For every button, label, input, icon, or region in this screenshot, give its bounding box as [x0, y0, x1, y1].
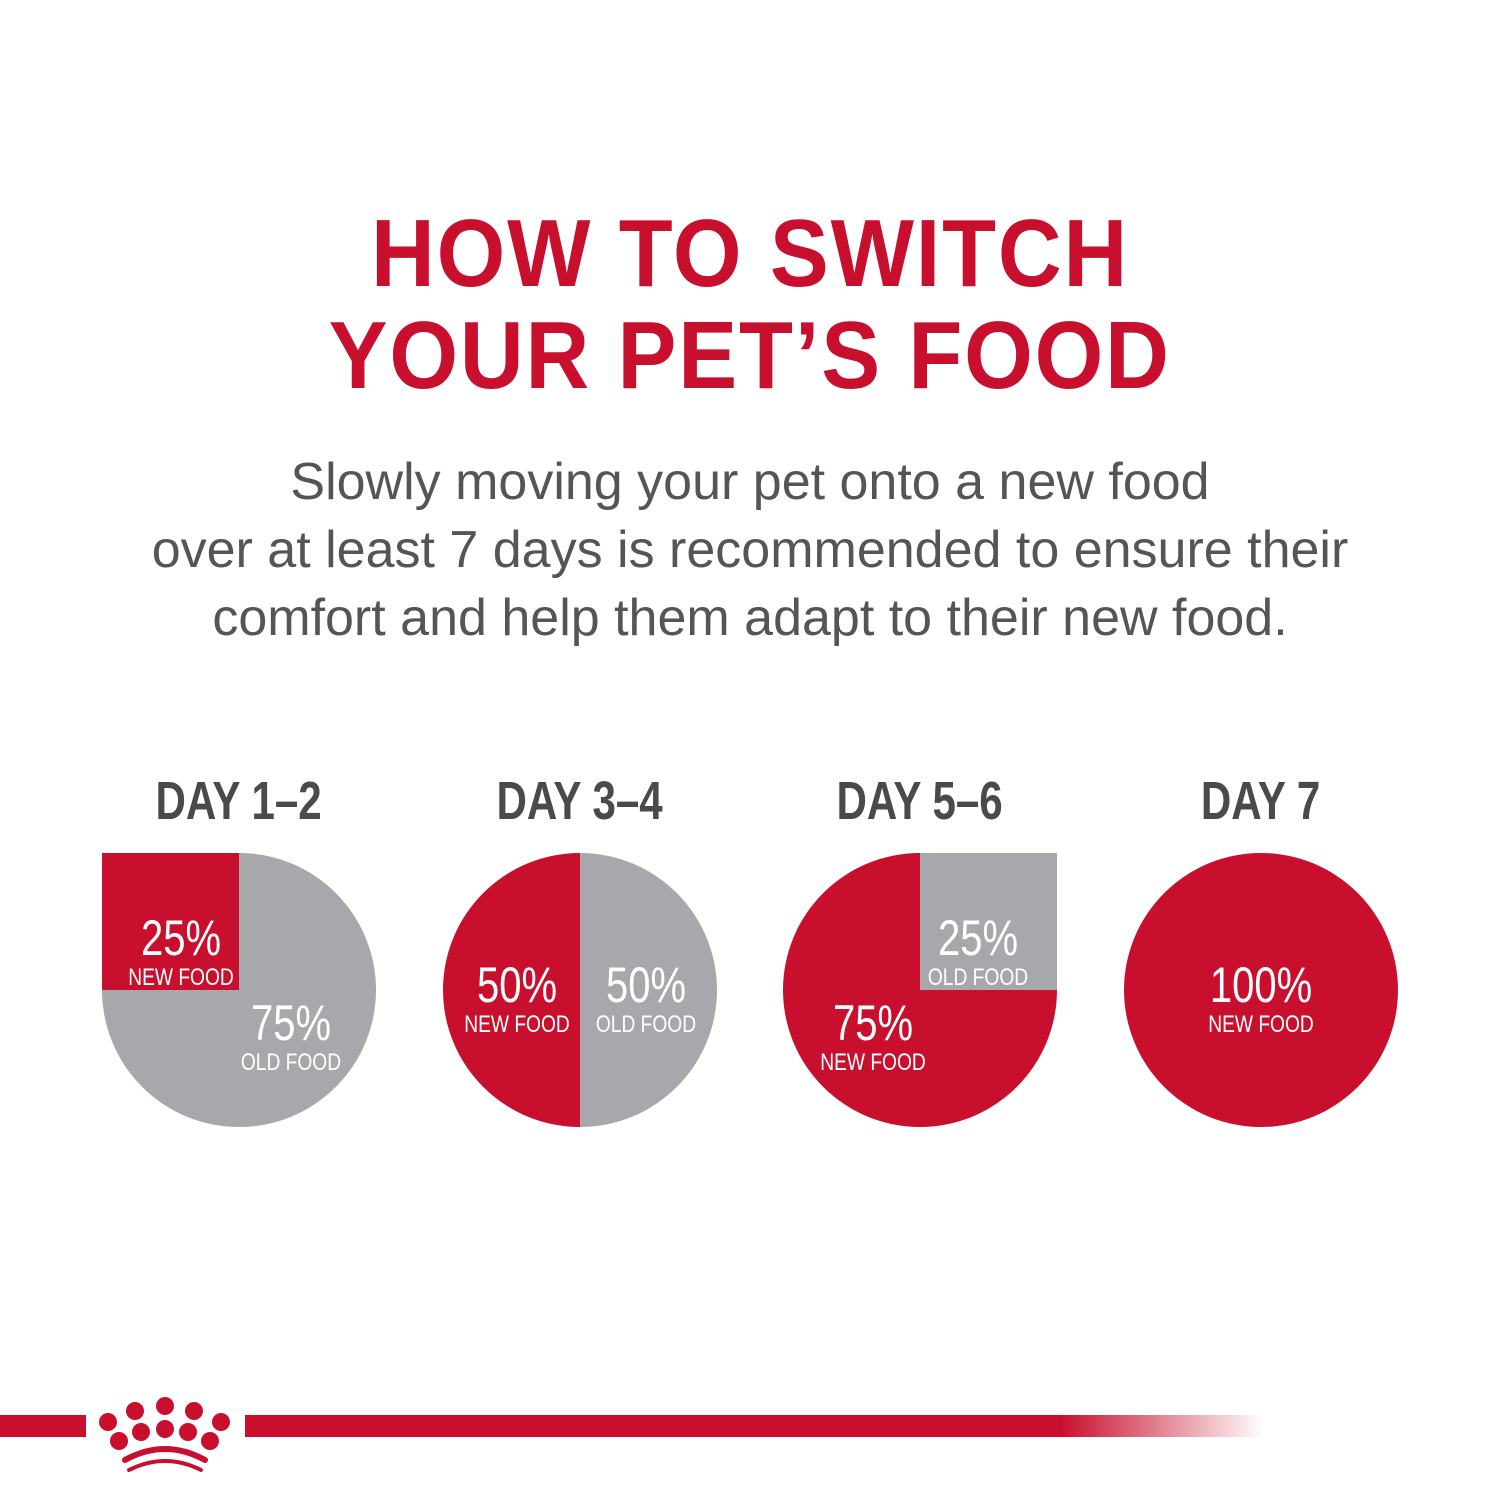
day-label: DAY 7: [1201, 771, 1321, 831]
slice-name-label: OLD FOOD: [928, 963, 1028, 991]
slice-name-label: NEW FOOD: [128, 963, 234, 991]
slice-percent-label: 25%: [141, 910, 221, 966]
brand-bar-left: [0, 1415, 86, 1437]
slice-percent-label: 75%: [833, 995, 913, 1051]
slice-percent-label: 100%: [1210, 957, 1312, 1013]
new-food-slice: [102, 853, 239, 990]
day-label: DAY 3–4: [496, 771, 664, 831]
day-label: DAY 1–2: [155, 771, 323, 831]
slice-name-label: OLD FOOD: [241, 1048, 341, 1076]
slice-percent-label: 50%: [477, 957, 557, 1013]
description-line: comfort and help them adapt to their new…: [212, 589, 1288, 647]
slice-percent-label: 50%: [606, 957, 686, 1013]
title-line-2: YOUR PET’S FOOD: [328, 302, 1172, 409]
slice-name-label: OLD FOOD: [596, 1010, 696, 1038]
description: Slowly moving your pet onto a new food o…: [0, 448, 1500, 652]
old-food-slice: [920, 853, 1057, 990]
day-label: DAY 5–6: [836, 771, 1004, 831]
description-line: Slowly moving your pet onto a new food: [290, 453, 1210, 511]
title-line-1: HOW TO SWITCH: [370, 200, 1130, 307]
brand-bar-right: [245, 1415, 1265, 1437]
slice-name-label: NEW FOOD: [464, 1010, 570, 1038]
slice-percent-label: 25%: [938, 910, 1018, 966]
description-line: over at least 7 days is recommended to e…: [151, 521, 1349, 579]
slice-name-label: NEW FOOD: [1208, 1010, 1314, 1038]
new-food-slice: [443, 853, 580, 1127]
new-food-slice: [1124, 853, 1398, 1127]
slice-name-label: NEW FOOD: [820, 1048, 926, 1076]
crown-logo-icon: [99, 1397, 230, 1472]
slice-percent-label: 75%: [251, 995, 331, 1051]
old-food-slice: [580, 853, 717, 1127]
